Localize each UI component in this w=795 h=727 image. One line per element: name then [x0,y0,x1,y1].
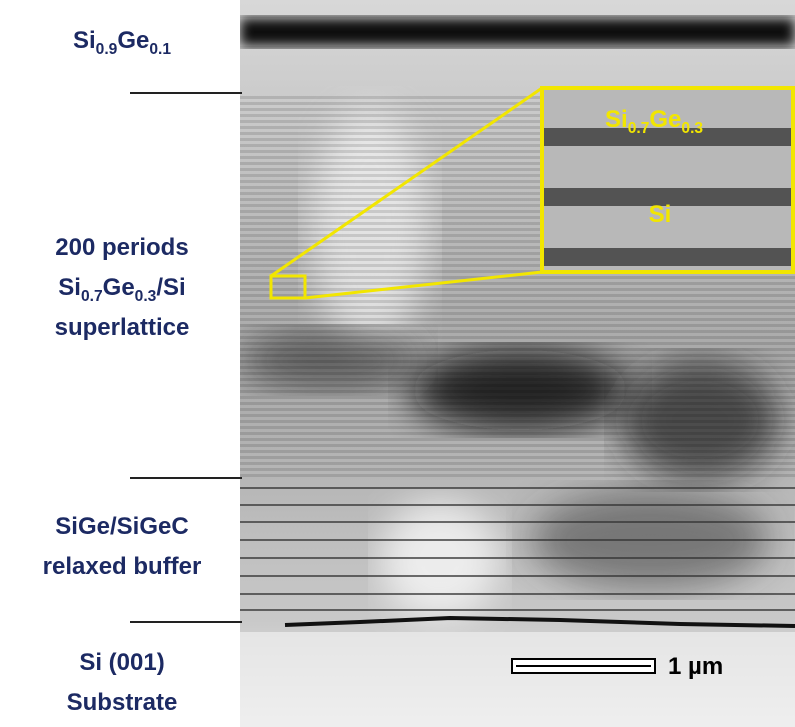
subscript: 0.9 [96,41,118,58]
label-line: Si0.9Ge0.1 [73,27,171,58]
subscript: 0.3 [681,120,703,137]
label-text: Ge [649,106,681,133]
subscript: 0.3 [135,288,157,305]
label-text: Si [649,201,672,228]
label-line: SiGe/SiGeC [55,513,188,540]
label-line: relaxed buffer [43,553,202,580]
layer-dividers [130,93,242,622]
label-line: Si (001) [79,649,164,676]
subscript: 0.7 [628,120,650,137]
label-text: Si [73,27,96,54]
label-line: 200 periods [55,234,188,261]
scale-label: 1 µm [668,653,723,680]
label-text: Si (001) [79,649,164,676]
label-text: /Si [156,274,185,301]
label-line: Si [649,201,672,228]
figure: 1 µm Si0.9Ge0.1200 periodsSi0.7Ge0.3/Sis… [0,0,795,727]
label-text: SiGe/SiGeC [55,513,188,540]
label-line: superlattice [55,314,190,341]
label-line: Si0.7Ge0.3/Si [58,274,185,305]
label-text: Si [58,274,81,301]
label-text: Si [605,106,628,133]
label-text: relaxed buffer [43,553,202,580]
subscript: 0.7 [81,288,103,305]
label-text: superlattice [55,314,190,341]
subscript: 0.1 [149,41,171,58]
label-text: Substrate [67,689,178,716]
label-line: Substrate [67,689,178,716]
label-text: 200 periods [55,234,188,261]
label-text: Ge [103,274,135,301]
label-text: Ge [117,27,149,54]
